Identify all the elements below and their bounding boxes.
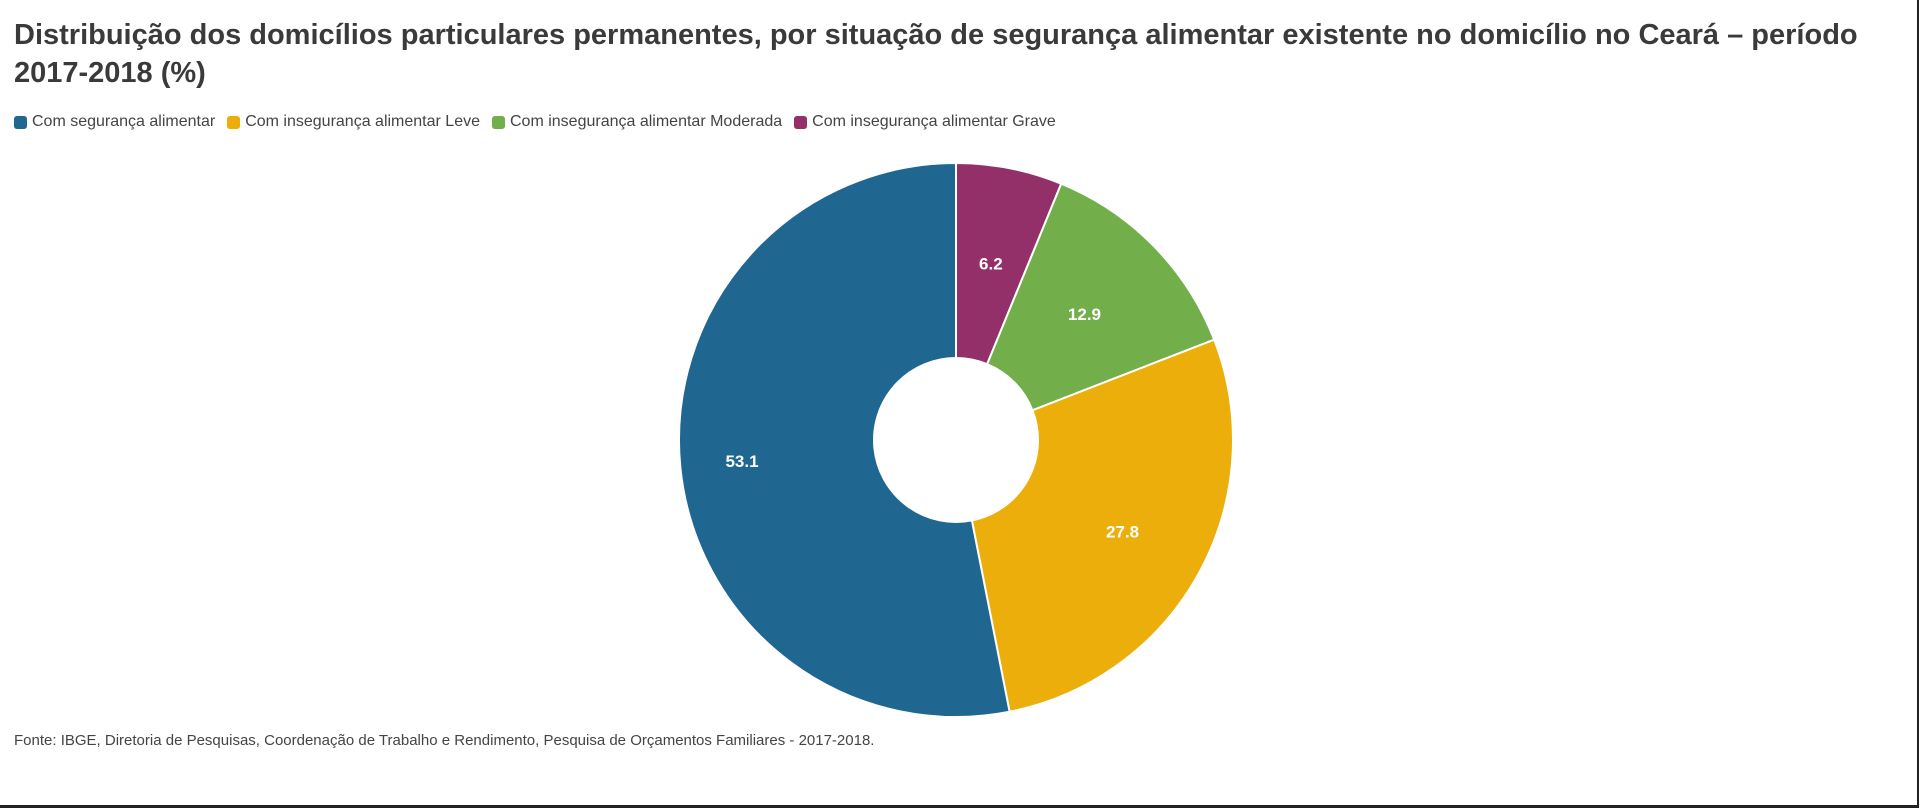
data-label: 12.9 (1068, 305, 1101, 324)
data-label: 6.2 (979, 254, 1003, 273)
chart-title: Distribuição dos domicílios particulares… (14, 19, 1858, 89)
legend-swatch (794, 115, 808, 129)
donut-chart: 6.2 12.9 27.8 53.1 (678, 161, 1234, 718)
legend-label: Com insegurança alimentar Leve (245, 113, 480, 130)
legend-swatch (492, 115, 505, 129)
legend-label: Com insegurança alimentar Grave (812, 113, 1056, 130)
legend-swatch (227, 115, 241, 129)
legend-label: Com insegurança alimentar Moderada (510, 113, 783, 130)
legend-swatch (14, 115, 27, 129)
source-note: Fonte: IBGE, Diretoria de Pesquisas, Coo… (14, 732, 875, 749)
slice-moderada[interactable] (985, 182, 1216, 412)
legend-item-moderada[interactable]: Com insegurança alimentar Moderada (492, 113, 782, 131)
legend-item-seguranca[interactable]: Com segurança alimentar (14, 113, 215, 131)
legend: Com segurança alimentar Com insegurança … (14, 113, 1068, 131)
slice-leve[interactable] (970, 338, 1234, 713)
legend-item-leve[interactable]: Com insegurança alimentar Leve (227, 113, 480, 131)
data-label: 27.8 (1106, 523, 1139, 542)
data-label: 53.1 (725, 452, 758, 471)
legend-item-grave[interactable]: Com insegurança alimentar Grave (794, 113, 1056, 131)
slice-seguranca[interactable] (678, 161, 1011, 718)
legend-label: Com segurança alimentar (32, 113, 216, 130)
